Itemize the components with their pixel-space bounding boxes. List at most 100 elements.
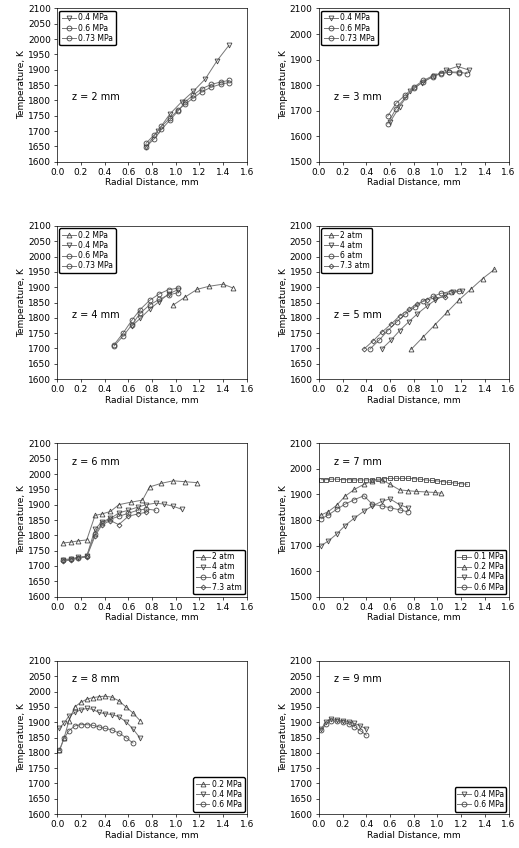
0.6 MPa bbox=[385, 119, 391, 129]
Line: 0.2 MPa: 0.2 MPa bbox=[171, 282, 235, 308]
Legend: 2 atm, 4 atm, 6 atm, 7.3 atm: 2 atm, 4 atm, 6 atm, 7.3 atm bbox=[321, 228, 372, 273]
0.4 MPa bbox=[155, 126, 161, 136]
Line: 0.73 MPa: 0.73 MPa bbox=[144, 81, 231, 146]
0.1 MPa bbox=[428, 476, 434, 486]
0.73 MPa bbox=[151, 130, 157, 140]
0.4 MPa bbox=[95, 707, 102, 717]
0.4 MPa bbox=[214, 55, 220, 65]
0.2 MPa bbox=[194, 284, 200, 294]
0.73 MPa bbox=[402, 90, 408, 100]
0.1 MPa bbox=[369, 475, 375, 485]
7.3 atm bbox=[134, 509, 141, 519]
Line: 0.4 MPa: 0.4 MPa bbox=[129, 287, 181, 328]
0.4 MPa bbox=[379, 496, 385, 506]
0.4 MPa bbox=[323, 717, 329, 727]
0.4 MPa bbox=[61, 717, 67, 728]
6 atm bbox=[125, 508, 131, 518]
7.3 atm bbox=[371, 336, 377, 346]
0.1 MPa bbox=[464, 479, 470, 489]
X-axis label: Radial Distance, mm: Radial Distance, mm bbox=[367, 831, 460, 840]
Line: 0.6 MPa: 0.6 MPa bbox=[144, 78, 231, 149]
0.1 MPa bbox=[411, 473, 417, 483]
0.4 MPa bbox=[387, 117, 393, 127]
0.4 MPa bbox=[116, 711, 122, 722]
Line: 2 atm: 2 atm bbox=[409, 267, 497, 352]
0.6 MPa bbox=[405, 507, 411, 517]
6 atm bbox=[92, 528, 98, 538]
X-axis label: Radial Distance, mm: Radial Distance, mm bbox=[367, 613, 460, 622]
0.4 MPa bbox=[137, 314, 143, 324]
X-axis label: Radial Distance, mm: Radial Distance, mm bbox=[105, 178, 199, 187]
0.6 MPa bbox=[90, 720, 96, 730]
6 atm bbox=[456, 286, 462, 296]
0.73 MPa bbox=[420, 75, 427, 86]
0.6 MPa bbox=[166, 285, 172, 295]
4 atm bbox=[143, 499, 149, 510]
6 atm bbox=[84, 551, 90, 561]
0.1 MPa bbox=[393, 473, 399, 483]
0.4 MPa bbox=[325, 536, 332, 546]
0.73 MPa bbox=[182, 99, 188, 109]
4 atm bbox=[170, 501, 176, 511]
0.6 MPa bbox=[151, 134, 157, 144]
0.1 MPa bbox=[387, 473, 393, 483]
0.4 MPa bbox=[90, 704, 96, 714]
0.2 MPa bbox=[108, 692, 115, 702]
0.4 MPa bbox=[101, 709, 107, 719]
0.6 MPa bbox=[111, 340, 117, 350]
7.3 atm bbox=[116, 520, 122, 530]
0.4 MPa bbox=[397, 102, 403, 112]
0.6 MPa bbox=[72, 721, 78, 731]
7.3 atm bbox=[388, 319, 394, 329]
6 atm bbox=[107, 514, 114, 524]
2 atm bbox=[84, 535, 90, 545]
0.4 MPa bbox=[57, 723, 63, 734]
7.3 atm bbox=[397, 311, 403, 321]
2 atm bbox=[408, 344, 415, 354]
0.2 MPa bbox=[220, 279, 226, 289]
0.1 MPa bbox=[417, 474, 423, 484]
4 atm bbox=[414, 309, 420, 319]
0.4 MPa bbox=[78, 705, 84, 715]
0.2 MPa bbox=[116, 695, 122, 706]
0.2 MPa bbox=[318, 510, 324, 520]
0.6 MPa bbox=[464, 69, 470, 79]
X-axis label: Radial Distance, mm: Radial Distance, mm bbox=[367, 396, 460, 404]
0.73 MPa bbox=[385, 111, 391, 121]
Legend: 0.2 MPa, 0.4 MPa, 0.6 MPa, 0.73 MPa: 0.2 MPa, 0.4 MPa, 0.6 MPa, 0.73 MPa bbox=[59, 228, 116, 273]
6 atm bbox=[134, 505, 141, 516]
6 atm bbox=[367, 344, 373, 354]
0.4 MPa bbox=[175, 285, 181, 295]
7.3 atm bbox=[75, 553, 81, 563]
0.4 MPa bbox=[346, 717, 352, 727]
0.4 MPa bbox=[327, 713, 334, 723]
7.3 atm bbox=[406, 304, 412, 315]
2 atm bbox=[194, 477, 200, 488]
0.2 MPa bbox=[413, 487, 419, 497]
4 atm bbox=[161, 499, 167, 509]
0.1 MPa bbox=[351, 475, 358, 485]
0.4 MPa bbox=[179, 97, 185, 107]
7.3 atm bbox=[84, 552, 90, 562]
0.6 MPa bbox=[120, 327, 127, 338]
0.6 MPa bbox=[158, 125, 165, 135]
0.4 MPa bbox=[72, 707, 78, 717]
0.2 MPa bbox=[351, 484, 358, 494]
4 atm bbox=[406, 316, 412, 326]
4 atm bbox=[84, 551, 90, 561]
0.4 MPa bbox=[146, 304, 153, 315]
0.6 MPa bbox=[456, 67, 462, 77]
6 atm bbox=[68, 554, 74, 564]
0.73 MPa bbox=[137, 308, 143, 318]
0.73 MPa bbox=[111, 341, 117, 351]
7.3 atm bbox=[125, 511, 131, 522]
0.4 MPa bbox=[397, 499, 403, 510]
6 atm bbox=[60, 555, 66, 566]
0.6 MPa bbox=[393, 103, 399, 114]
0.1 MPa bbox=[452, 478, 458, 488]
2 atm bbox=[491, 265, 498, 275]
4 atm bbox=[153, 498, 159, 508]
0.73 MPa bbox=[120, 331, 127, 341]
0.73 MPa bbox=[156, 294, 162, 304]
0.1 MPa bbox=[458, 478, 465, 488]
